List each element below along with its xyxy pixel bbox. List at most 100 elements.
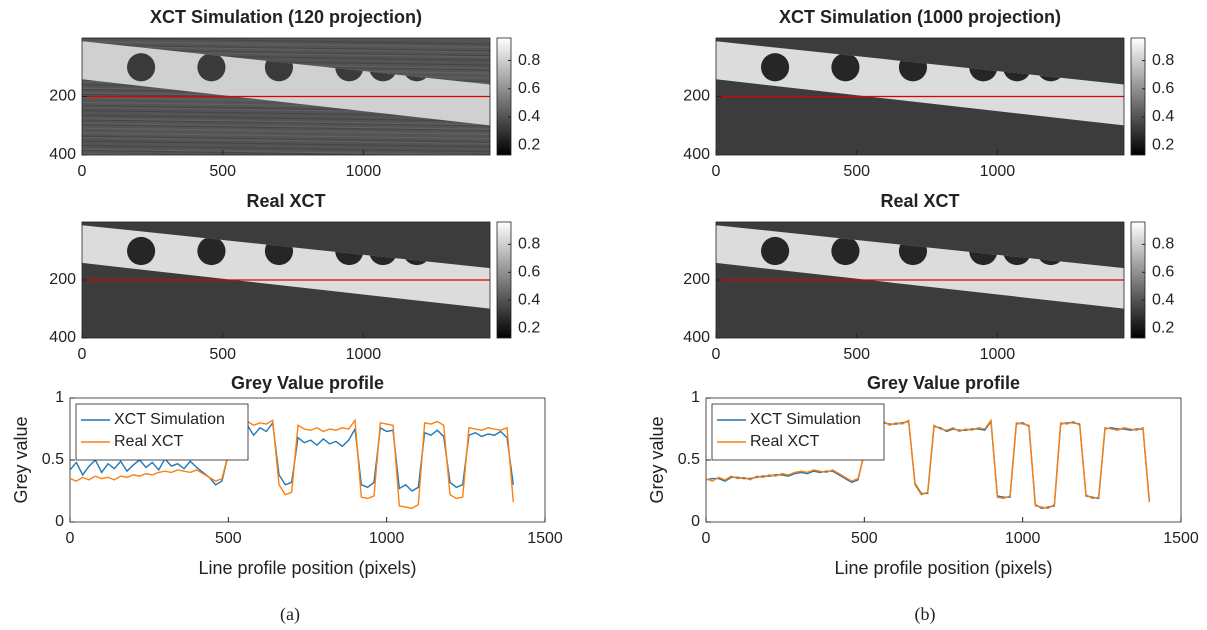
image-noise xyxy=(82,45,490,53)
image-noise xyxy=(82,149,442,155)
hole xyxy=(127,53,156,82)
y-tick-label: 0 xyxy=(691,513,700,530)
specimen-band xyxy=(716,41,1124,126)
x-tick-label: 500 xyxy=(851,530,878,547)
image-panel xyxy=(716,222,1124,338)
image-noise xyxy=(82,118,490,126)
x-tick-label: 1500 xyxy=(1163,530,1199,547)
series-line xyxy=(69,418,515,510)
hole xyxy=(761,53,790,82)
image-noise xyxy=(82,132,490,140)
image-noise xyxy=(82,40,490,49)
series-line xyxy=(705,418,1151,510)
image-noise xyxy=(82,123,490,132)
y-tick-label: 1 xyxy=(55,389,64,406)
colorbar-tick-label: 0.6 xyxy=(518,264,540,281)
y-tick-label: 200 xyxy=(683,88,710,105)
hole xyxy=(761,236,790,266)
y-tick-label: 1 xyxy=(691,389,700,406)
specimen-band xyxy=(82,225,490,309)
x-tick-label: 500 xyxy=(209,163,236,180)
y-tick-label: 0 xyxy=(55,513,64,530)
image-noise xyxy=(82,127,490,135)
legend-box xyxy=(75,403,249,461)
image-panel xyxy=(82,222,490,338)
x-tick-label: 1000 xyxy=(980,163,1016,180)
image-noise xyxy=(82,148,490,155)
colorbar-tick-label: 0.6 xyxy=(518,80,540,97)
chart-title: Real XCT xyxy=(880,191,959,211)
y-tick-label: 200 xyxy=(49,271,76,288)
specimen-band xyxy=(82,41,490,126)
hole xyxy=(831,236,860,266)
colorbar xyxy=(496,37,512,156)
image-noise xyxy=(82,135,490,143)
colorbar xyxy=(1130,221,1146,339)
x-tick-label: 500 xyxy=(209,346,236,363)
chart-title: Grey Value profile xyxy=(231,373,384,393)
y-tick-label: 400 xyxy=(683,146,710,163)
caption: (a) xyxy=(280,604,300,625)
x-tick-label: 0 xyxy=(702,530,711,547)
image-noise xyxy=(82,38,490,45)
x-tick-label: 0 xyxy=(712,346,721,363)
x-tick-label: 1000 xyxy=(1005,530,1041,547)
image-noise xyxy=(82,145,490,153)
colorbar-tick-label: 0.8 xyxy=(518,236,540,253)
image-panel xyxy=(716,38,1124,155)
colorbar-tick-label: 0.8 xyxy=(1152,52,1174,69)
colorbar-tick-label: 0.2 xyxy=(518,319,540,336)
image-noise xyxy=(82,44,490,52)
x-tick-label: 1000 xyxy=(980,346,1016,363)
y-tick-label: 400 xyxy=(49,329,76,346)
image-noise xyxy=(82,114,490,122)
colorbar-tick-label: 0.4 xyxy=(1152,291,1174,308)
specimen-band xyxy=(716,225,1124,309)
x-tick-label: 500 xyxy=(843,163,870,180)
image-noise xyxy=(82,136,490,145)
x-tick-label: 0 xyxy=(712,163,721,180)
image-noise xyxy=(82,140,490,148)
x-tick-label: 1000 xyxy=(369,530,405,547)
hole xyxy=(197,236,226,266)
x-tick-label: 500 xyxy=(843,346,870,363)
colorbar-tick-label: 0.8 xyxy=(518,52,540,69)
legend-label: XCT Simulation xyxy=(750,411,861,428)
chart-title: XCT Simulation (120 projection) xyxy=(150,7,422,27)
y-axis-label: Grey value xyxy=(11,416,31,503)
x-tick-label: 1000 xyxy=(346,346,382,363)
hole xyxy=(127,236,156,266)
colorbar-tick-label: 0.2 xyxy=(1152,319,1174,336)
x-tick-label: 500 xyxy=(215,530,242,547)
y-tick-label: 200 xyxy=(49,88,76,105)
x-axis-label: Line profile position (pixels) xyxy=(834,558,1052,578)
y-tick-label: 400 xyxy=(49,146,76,163)
colorbar-tick-label: 0.6 xyxy=(1152,80,1174,97)
chart-title: Real XCT xyxy=(246,191,325,211)
x-tick-label: 0 xyxy=(66,530,75,547)
x-tick-label: 1500 xyxy=(527,530,563,547)
colorbar xyxy=(496,221,512,339)
x-tick-label: 0 xyxy=(78,346,87,363)
chart-title: Grey Value profile xyxy=(867,373,1020,393)
y-tick-label: 0.5 xyxy=(678,451,700,468)
legend-label: Real XCT xyxy=(114,433,184,450)
image-noise xyxy=(82,122,490,131)
colorbar xyxy=(1130,37,1146,156)
y-axis-label: Grey value xyxy=(647,416,667,503)
image-panel xyxy=(82,38,490,155)
y-tick-label: 400 xyxy=(683,329,710,346)
colorbar-tick-label: 0.6 xyxy=(1152,264,1174,281)
hole xyxy=(197,53,226,82)
legend-label: XCT Simulation xyxy=(114,411,225,428)
hole xyxy=(831,53,860,82)
colorbar-tick-label: 0.4 xyxy=(518,108,540,125)
colorbar-tick-label: 0.2 xyxy=(1152,136,1174,153)
x-tick-label: 1000 xyxy=(346,163,382,180)
colorbar-tick-label: 0.8 xyxy=(1152,236,1174,253)
colorbar-tick-label: 0.4 xyxy=(1152,108,1174,125)
x-axis-label: Line profile position (pixels) xyxy=(198,558,416,578)
legend-box xyxy=(711,403,885,461)
y-tick-label: 0.5 xyxy=(42,451,64,468)
